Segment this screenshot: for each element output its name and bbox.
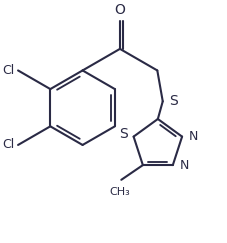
Text: S: S — [118, 127, 127, 141]
Text: N: N — [179, 159, 188, 172]
Text: O: O — [114, 2, 125, 17]
Text: S: S — [169, 94, 178, 108]
Text: Cl: Cl — [2, 64, 14, 77]
Text: CH₃: CH₃ — [109, 187, 129, 197]
Text: Cl: Cl — [2, 139, 14, 151]
Text: N: N — [188, 130, 197, 143]
